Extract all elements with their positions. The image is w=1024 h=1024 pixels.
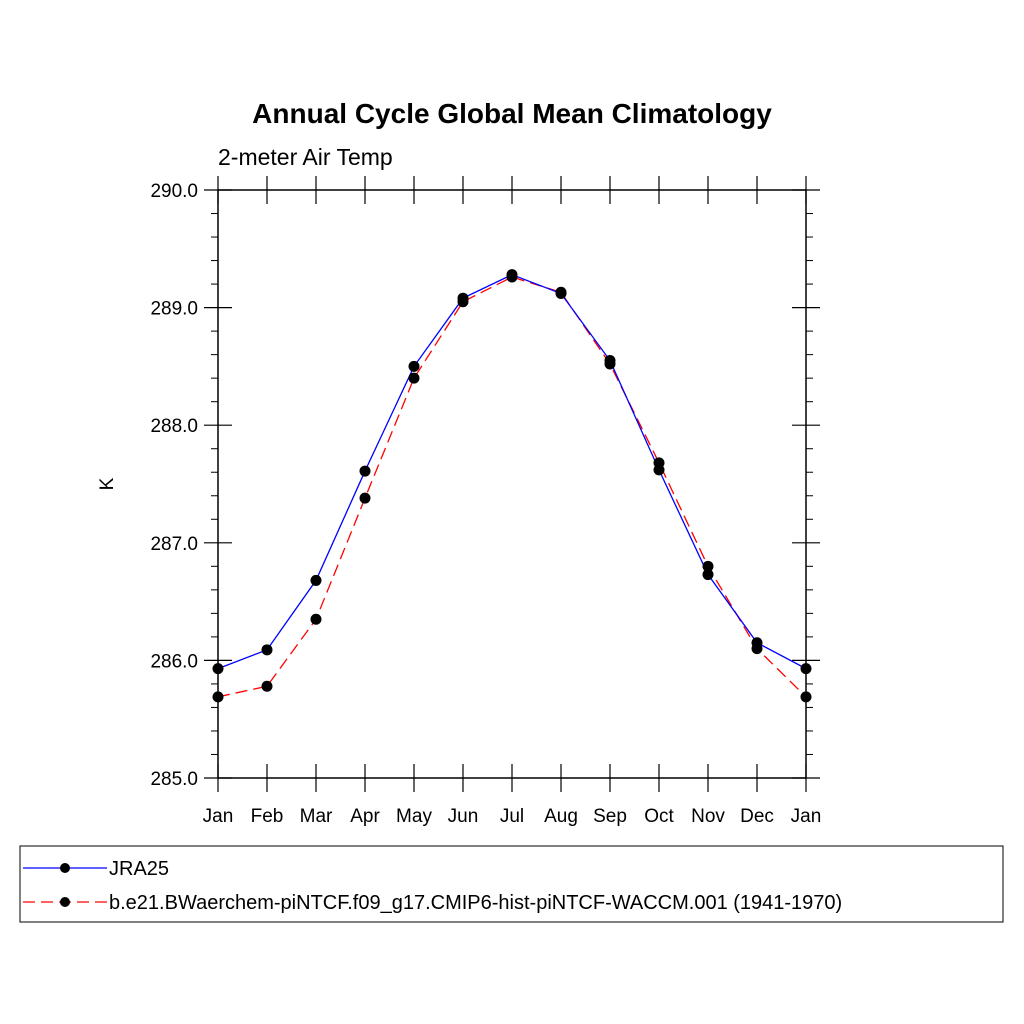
series-1-point <box>408 372 420 384</box>
legend-box <box>19 845 1004 923</box>
legend-marker-jra25 <box>60 863 70 873</box>
series-0-point <box>604 355 616 367</box>
x-tick-label: Jan <box>203 806 234 827</box>
series-0-point <box>702 569 714 581</box>
y-axis-label: K <box>97 477 118 490</box>
chart-title: Annual Cycle Global Mean Climatology <box>252 98 772 129</box>
series-0-point <box>359 465 371 477</box>
y-tick-label: 289.0 <box>150 299 198 320</box>
series-0-point <box>408 360 420 372</box>
series-1-point <box>261 680 273 692</box>
series-0-point <box>310 574 322 586</box>
x-tick-label: Jul <box>500 806 524 827</box>
y-tick-labels: 285.0 286.0 287.0 288.0 289.0 290.0 <box>150 181 198 790</box>
y-tick-label: 290.0 <box>150 181 198 202</box>
x-tick-label: Jun <box>448 806 479 827</box>
legend-label-jra25: JRA25 <box>109 858 169 880</box>
y-tick-label: 286.0 <box>150 651 198 672</box>
series-line-1 <box>217 276 807 698</box>
chart-subtitle: 2-meter Air Temp <box>218 144 393 170</box>
x-tick-labels: Jan Feb Mar Apr May Jun Jul Aug Sep Oct Nov Dec Jan <box>203 806 822 827</box>
plot-frame <box>217 189 807 779</box>
x-tick-label: Feb <box>251 806 284 827</box>
x-tick-label: Oct <box>644 806 674 827</box>
x-tick-label: Apr <box>350 806 380 827</box>
series-layer <box>212 269 812 703</box>
series-line-0 <box>217 273 807 670</box>
legend: JRA25 b.e21.BWaerchem-piNTCF.f09_g17.CMI… <box>19 845 1004 923</box>
legend-marker-model <box>60 897 70 907</box>
series-0-point <box>653 464 665 476</box>
series-0-point <box>555 287 567 299</box>
series-1-point <box>310 613 322 625</box>
x-tick-label: Nov <box>691 806 725 827</box>
y-tick-label: 285.0 <box>150 769 198 790</box>
series-0-point <box>261 644 273 656</box>
legend-label-model: b.e21.BWaerchem-piNTCF.f09_g17.CMIP6-his… <box>109 892 842 914</box>
x-tick-label: Dec <box>740 806 774 827</box>
series-0-point <box>457 292 469 304</box>
x-tick-label: Jan <box>791 806 822 827</box>
series-1-point <box>702 560 714 572</box>
axis-ticks <box>204 176 820 792</box>
x-tick-label: Aug <box>544 806 578 827</box>
x-tick-label: Mar <box>300 806 333 827</box>
series-1-point <box>359 492 371 504</box>
series-0-point <box>751 637 763 649</box>
series-0-point <box>506 269 518 281</box>
y-tick-label: 287.0 <box>150 534 198 555</box>
y-tick-label: 288.0 <box>150 416 198 437</box>
x-tick-label: Sep <box>593 806 627 827</box>
x-tick-label: May <box>396 806 432 827</box>
